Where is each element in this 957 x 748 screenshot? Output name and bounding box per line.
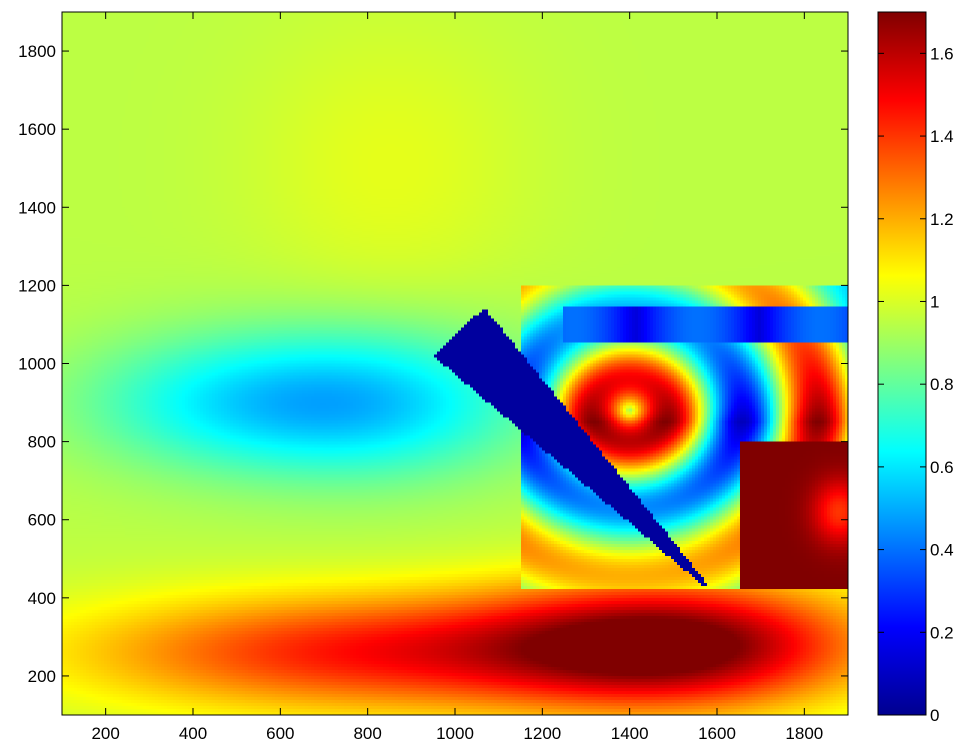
x-tick-label: 1400 — [611, 724, 649, 743]
colorbar-tick-label: 1.6 — [930, 44, 954, 63]
colorbar-tick-label: 0.6 — [930, 458, 954, 477]
y-axis-ticks: 200 400 600 800 1000 1200 1400 1600 1800 — [18, 42, 848, 686]
colorbar-tick-label: 0.8 — [930, 375, 954, 394]
colorbar-tick-label: 0.4 — [930, 541, 954, 560]
colorbar-tick-label: 1 — [930, 292, 939, 311]
x-tick-label: 1200 — [523, 724, 561, 743]
x-axis-ticks: 200 400 600 800 1000 1200 1400 1600 1800 — [91, 12, 823, 743]
colorbar-ticks: 0 0.2 0.4 0.6 0.8 1 1.2 1.4 1.6 — [878, 44, 954, 725]
x-tick-label: 400 — [179, 724, 207, 743]
x-tick-label: 200 — [91, 724, 119, 743]
x-tick-label: 1000 — [436, 724, 474, 743]
x-tick-label: 600 — [266, 724, 294, 743]
y-tick-label: 1600 — [18, 120, 56, 139]
colorbar-gradient — [877, 11, 927, 716]
x-tick-label: 800 — [353, 724, 381, 743]
y-tick-label: 600 — [28, 511, 56, 530]
y-tick-label: 1400 — [18, 198, 56, 217]
heatmap-field — [62, 12, 848, 715]
y-tick-label: 1200 — [18, 276, 56, 295]
y-tick-label: 1000 — [18, 355, 56, 374]
colorbar-tick-label: 1.4 — [930, 127, 954, 146]
y-tick-label: 1800 — [18, 42, 56, 61]
heatmap-plot-area: 200 400 600 800 1000 1200 1400 1600 1800 200 400 6… — [18, 11, 849, 743]
colorbar-tick-label: 1.2 — [930, 210, 954, 229]
colorbar-tick-label: 0.2 — [930, 623, 954, 642]
colorbar-tick-label: 0 — [930, 706, 939, 725]
y-tick-label: 400 — [28, 589, 56, 608]
x-tick-label: 1800 — [785, 724, 823, 743]
x-tick-label: 1600 — [698, 724, 736, 743]
colorbar: 0 0.2 0.4 0.6 0.8 1 1.2 1.4 1.6 — [877, 11, 954, 725]
y-tick-label: 800 — [28, 433, 56, 452]
y-tick-label: 200 — [28, 667, 56, 686]
